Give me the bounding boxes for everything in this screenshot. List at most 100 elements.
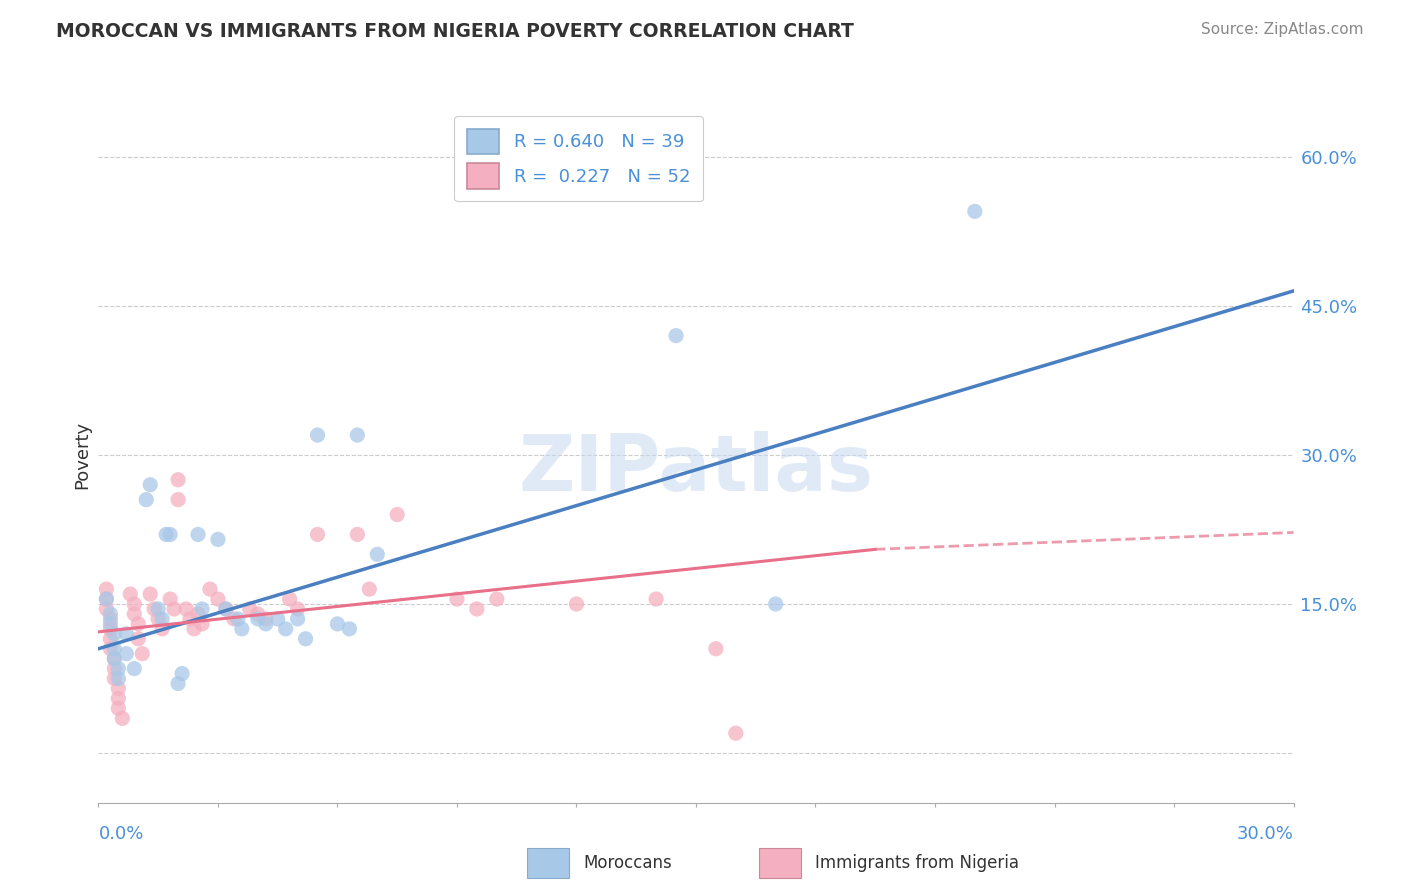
Point (115, 647, 138, 661)
Point (103, 651, 125, 665)
Point (294, 632, 316, 646)
Point (103, 641, 125, 656)
Text: 30.0%: 30.0% (1237, 825, 1294, 843)
Point (103, 672, 125, 686)
Point (139, 477, 162, 491)
Point (246, 607, 269, 621)
Point (239, 602, 262, 616)
Point (645, 592, 668, 607)
Point (254, 612, 277, 626)
Point (148, 602, 170, 616)
Point (215, 602, 238, 616)
Point (172, 666, 194, 681)
Point (963, 204, 986, 219)
Point (167, 492, 190, 507)
Point (107, 662, 129, 676)
Text: ZIPatlas: ZIPatlas (519, 431, 873, 507)
Point (267, 612, 290, 626)
Point (103, 662, 125, 676)
Point (167, 473, 190, 487)
Point (326, 616, 349, 631)
Text: 0.0%: 0.0% (98, 825, 143, 843)
Point (485, 592, 508, 607)
Point (222, 612, 245, 626)
Legend: R = 0.640   N = 39, R =  0.227   N = 52: R = 0.640 N = 39, R = 0.227 N = 52 (454, 116, 703, 202)
Point (765, 597, 787, 611)
Point (385, 508, 409, 522)
Point (254, 616, 277, 631)
Text: Immigrants from Nigeria: Immigrants from Nigeria (815, 854, 1019, 872)
Point (131, 647, 153, 661)
Text: Moroccans: Moroccans (583, 854, 672, 872)
Text: Source: ZipAtlas.com: Source: ZipAtlas.com (1201, 22, 1364, 37)
Point (565, 597, 588, 611)
Point (100, 616, 122, 631)
Point (307, 527, 329, 541)
FancyBboxPatch shape (527, 848, 569, 878)
Point (107, 691, 129, 706)
Point (159, 592, 181, 607)
Point (704, 641, 727, 656)
Point (287, 612, 309, 626)
Point (124, 662, 146, 676)
Point (124, 607, 146, 621)
Point (96, 582, 118, 596)
Point (465, 602, 488, 616)
Point (207, 592, 229, 607)
Point (96, 592, 118, 607)
Point (103, 627, 125, 641)
Point (148, 612, 170, 626)
Point (359, 582, 381, 596)
Point (135, 492, 157, 507)
Text: MOROCCAN VS IMMIGRANTS FROM NIGERIA POVERTY CORRELATION CHART: MOROCCAN VS IMMIGRANTS FROM NIGERIA POVE… (56, 22, 853, 41)
Point (339, 622, 360, 636)
Point (346, 527, 368, 541)
Point (100, 607, 122, 621)
Point (155, 527, 177, 541)
Point (231, 622, 253, 636)
Point (150, 612, 173, 626)
Point (115, 627, 138, 641)
Point (100, 641, 122, 656)
Point (96, 602, 118, 616)
Point (187, 607, 209, 621)
Point (111, 711, 134, 725)
Point (191, 602, 214, 616)
Point (100, 632, 122, 646)
Point (274, 622, 297, 636)
Point (100, 622, 122, 636)
FancyBboxPatch shape (759, 848, 801, 878)
Point (163, 602, 186, 616)
Point (179, 612, 201, 626)
Point (183, 622, 205, 636)
Point (226, 612, 249, 626)
Point (159, 527, 181, 541)
Point (174, 602, 197, 616)
Point (107, 672, 129, 686)
Point (207, 533, 229, 547)
Point (139, 587, 162, 601)
Point (346, 428, 368, 442)
Point (124, 597, 146, 611)
Point (278, 592, 301, 607)
Point (103, 651, 125, 665)
Point (107, 681, 129, 696)
Point (724, 726, 747, 740)
Point (191, 616, 214, 631)
Point (215, 602, 238, 616)
Point (665, 328, 688, 343)
Point (107, 701, 129, 715)
Point (246, 612, 269, 626)
Point (366, 547, 388, 561)
Point (446, 592, 468, 607)
Point (120, 587, 142, 601)
Point (167, 676, 190, 690)
Y-axis label: Poverty: Poverty (73, 421, 91, 489)
Point (307, 428, 329, 442)
Point (143, 602, 166, 616)
Point (198, 582, 221, 596)
Point (187, 527, 209, 541)
Point (127, 616, 149, 631)
Point (287, 602, 309, 616)
Point (100, 612, 122, 626)
